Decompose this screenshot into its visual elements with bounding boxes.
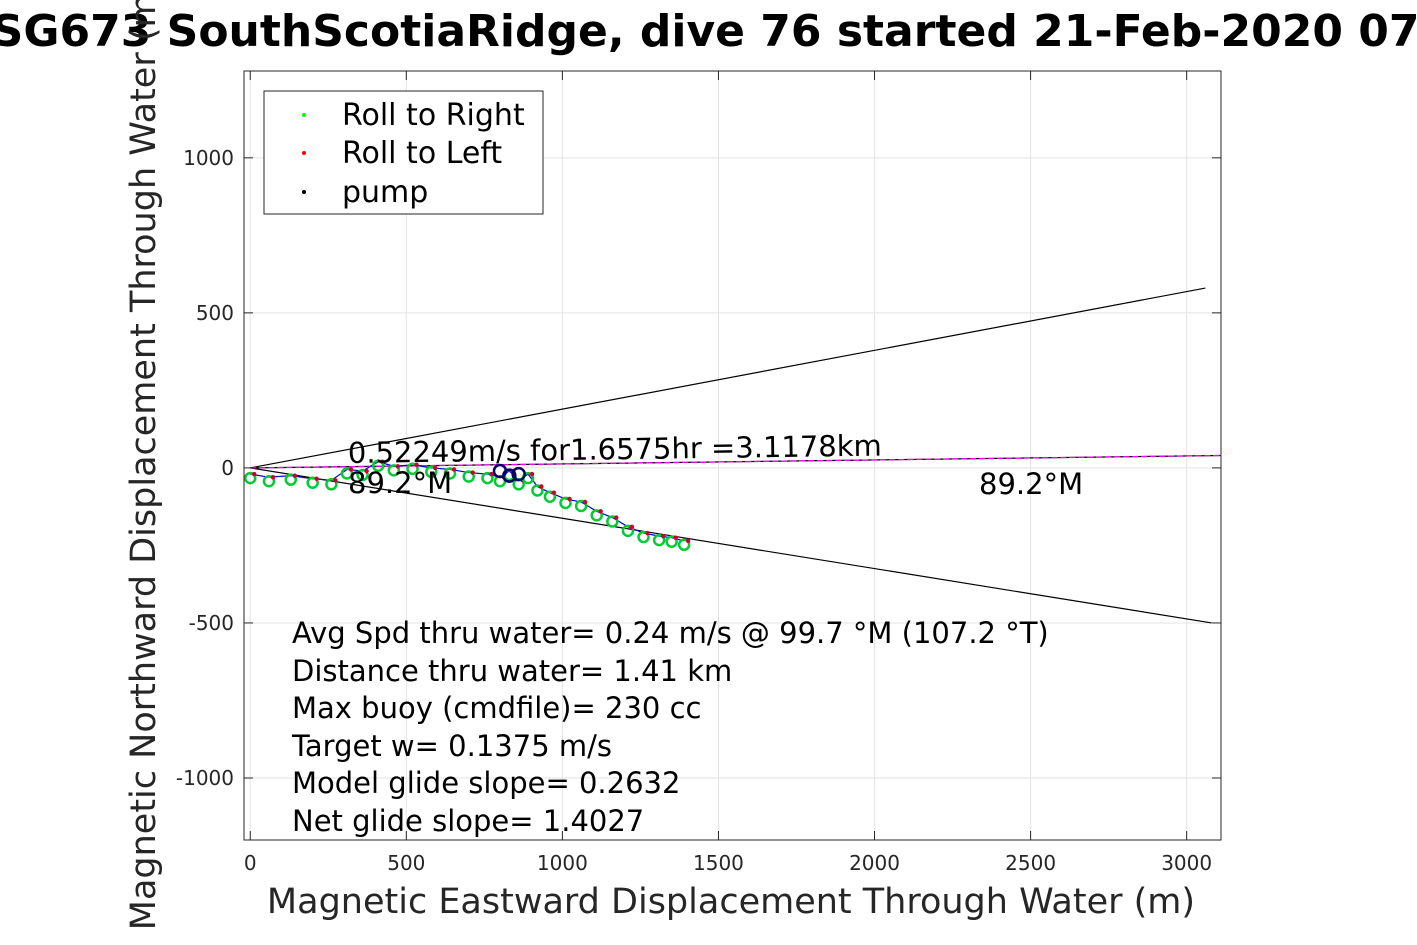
legend: Roll to Right Roll to Left pump <box>263 90 544 215</box>
roll-right-point <box>340 467 354 480</box>
roll-left-point <box>451 467 457 472</box>
grid <box>244 71 1221 840</box>
info-line: Model glide slope= 0.2632 <box>292 766 680 800</box>
x-tick-label: 3000 <box>1161 851 1212 875</box>
info-block: Avg Spd thru water= 0.24 m/s @ 99.7 °M (… <box>291 616 1049 838</box>
legend-label: Roll to Left <box>342 136 502 171</box>
roll-right-point <box>606 515 619 528</box>
info-line: Net glide slope= 1.4027 <box>292 804 644 838</box>
roll-right-point <box>356 468 369 482</box>
heading-right-annotation: 89.2°M <box>979 467 1083 501</box>
roll-right-point <box>531 484 544 497</box>
track <box>243 459 691 552</box>
roll-right-point <box>262 474 276 488</box>
roll-right-point <box>481 471 494 485</box>
cone-lines <box>250 287 1222 624</box>
roll-left-point <box>685 538 691 543</box>
roll-left-point <box>380 459 385 464</box>
roll-right-point <box>652 533 666 547</box>
roll-left-point <box>551 490 557 495</box>
cone-line <box>250 454 1222 469</box>
y-tick-label: 500 <box>196 301 234 325</box>
roll-right-point <box>621 524 635 538</box>
roll-right-point <box>590 509 603 522</box>
x-tick-label: 1000 <box>537 851 588 875</box>
roll-right-point <box>406 462 419 476</box>
legend-label: pump <box>342 175 428 210</box>
pump-point <box>511 466 526 482</box>
roll-left-point <box>489 471 494 477</box>
roll-left-point <box>252 471 257 477</box>
roll-left-point <box>470 470 475 475</box>
roll-left-point <box>364 468 369 474</box>
roll-right-point <box>325 478 338 491</box>
roll-left-point <box>433 465 438 471</box>
x-axis-label: Magnetic Eastward Displacement Through W… <box>267 882 1195 922</box>
roll-left-point <box>414 462 419 468</box>
legend-marker-pump <box>302 190 306 194</box>
x-tick-label: 2000 <box>849 851 900 875</box>
roll-left-point <box>529 471 535 477</box>
roll-right-point <box>677 538 691 552</box>
roll-left-point <box>598 509 603 514</box>
info-line: Max buoy (cmdfile)= 230 cc <box>292 691 701 725</box>
roll-left-point <box>673 535 678 540</box>
legend-marker-roll-left <box>302 151 306 155</box>
roll-right-point <box>637 530 650 544</box>
plot-frame <box>243 70 1222 841</box>
roll-right-point <box>425 465 438 479</box>
roll-right-point <box>543 490 557 503</box>
y-tick-label: 1000 <box>183 146 234 170</box>
roll-right-point <box>559 496 572 510</box>
roll-right-point <box>243 471 257 485</box>
roll-left-point <box>314 476 319 481</box>
roll-left-point <box>582 499 588 505</box>
heading-left-annotation: 89.2°M <box>348 466 452 500</box>
y-tick-label: 0 <box>221 456 234 480</box>
roll-left-point <box>629 524 635 530</box>
roll-right-point <box>306 476 319 490</box>
roll-left-point <box>292 473 298 478</box>
roll-left-point <box>539 484 544 489</box>
roll-left-point <box>660 533 666 539</box>
y-tick-label: -1000 <box>176 766 234 790</box>
roll-right-point <box>574 499 588 513</box>
x-tick-label: 0 <box>244 851 257 875</box>
roll-right-point <box>462 470 475 483</box>
y-tick-label: -500 <box>189 611 234 635</box>
roll-left-point <box>395 464 401 469</box>
x-tick-label: 1500 <box>693 851 744 875</box>
chart-title: SG673 SouthScotiaRidge, dive 76 started … <box>0 6 1417 57</box>
roll-left-point <box>567 496 572 502</box>
roll-left-point <box>348 467 354 472</box>
roll-right-point <box>387 464 401 477</box>
roll-left-point <box>614 515 619 520</box>
roll-right-point <box>371 459 385 472</box>
roll-left-point <box>270 475 276 480</box>
roll-right-point <box>284 473 298 486</box>
x-tick-label: 2500 <box>1005 851 1056 875</box>
y-axis-label: Magnetic Northward Displacement Through … <box>124 0 164 930</box>
legend-marker-roll-right <box>302 113 306 117</box>
info-line: Target w= 0.1375 m/s <box>291 729 612 763</box>
x-tick-label: 500 <box>387 851 425 875</box>
roll-right-point <box>665 535 678 548</box>
current-annotation: 0.52249m/s for1.6575hr =3.1178km <box>348 429 882 470</box>
roll-right-point <box>443 467 457 480</box>
pump-point <box>502 468 517 483</box>
ticks: 0 500 1000 1500 2000 2500 3000 -1000 -500 0 500 100… <box>176 71 1221 875</box>
roll-left-point <box>645 530 650 536</box>
legend-label: Roll to Right <box>342 98 525 133</box>
legend-box <box>263 90 544 215</box>
cone-line <box>250 467 1212 624</box>
roll-left-point <box>333 478 338 483</box>
cone-line <box>250 287 1206 469</box>
info-line: Avg Spd thru water= 0.24 m/s @ 99.7 °M (… <box>292 616 1049 650</box>
info-line: Distance thru water= 1.41 km <box>292 654 732 688</box>
